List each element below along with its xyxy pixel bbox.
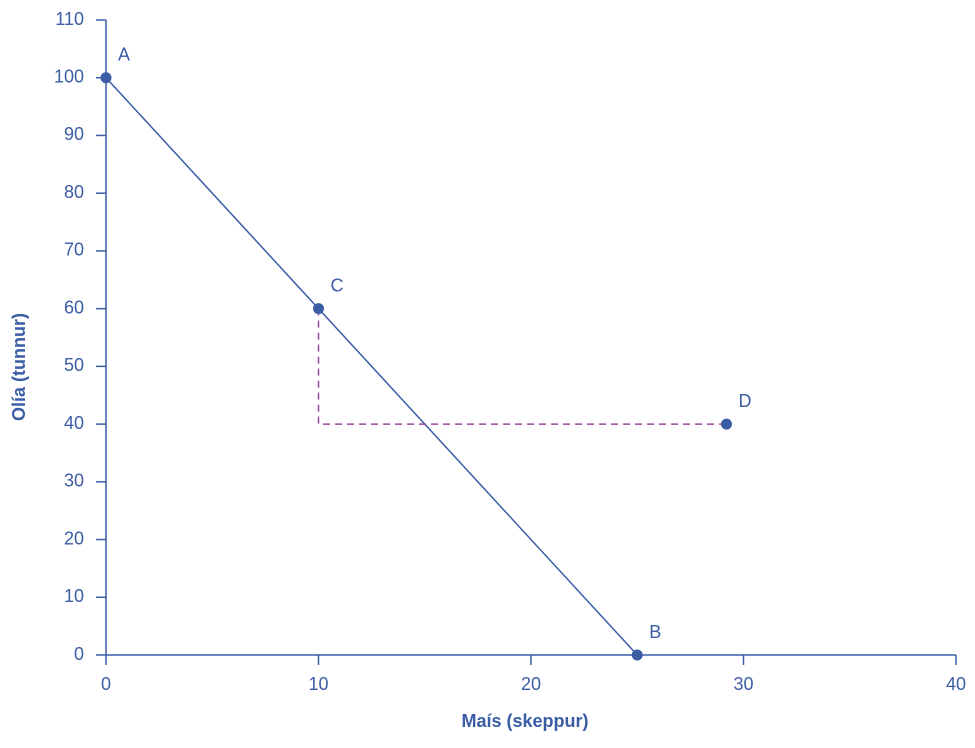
y-tick-label: 0 (74, 644, 84, 664)
x-tick-label: 10 (308, 674, 328, 694)
point (100, 72, 112, 84)
y-tick-label: 10 (64, 586, 84, 606)
x-tick-label: 0 (101, 674, 111, 694)
y-tick-label: 50 (64, 355, 84, 375)
y-tick-label: 60 (64, 297, 84, 317)
x-axis-label: Maís (skeppur) (461, 711, 588, 731)
x-tick-label: 20 (521, 674, 541, 694)
point-label: C (331, 275, 344, 295)
dashed-line (317, 308, 727, 425)
point (313, 303, 324, 315)
x-tick-label: 30 (733, 674, 753, 694)
point-label: A (118, 44, 130, 64)
y-tick-label: 80 (64, 182, 84, 202)
y-tick-label: 30 (64, 471, 84, 491)
y-tick-label: 70 (64, 240, 84, 260)
point (631, 649, 643, 661)
y-tick-label: 100 (54, 66, 84, 86)
line (105, 77, 638, 656)
y-tick-label: 110 (55, 9, 84, 29)
y-tick-label: 90 (64, 124, 84, 144)
y-tick-label: 40 (64, 413, 84, 433)
point-label: D (739, 391, 752, 411)
x-tick-label: 40 (946, 674, 966, 694)
y-axis-label: Olía (tunnur) (9, 313, 29, 421)
y-tick-label: 20 (64, 528, 84, 548)
point-label: B (649, 622, 661, 642)
point (721, 418, 732, 430)
